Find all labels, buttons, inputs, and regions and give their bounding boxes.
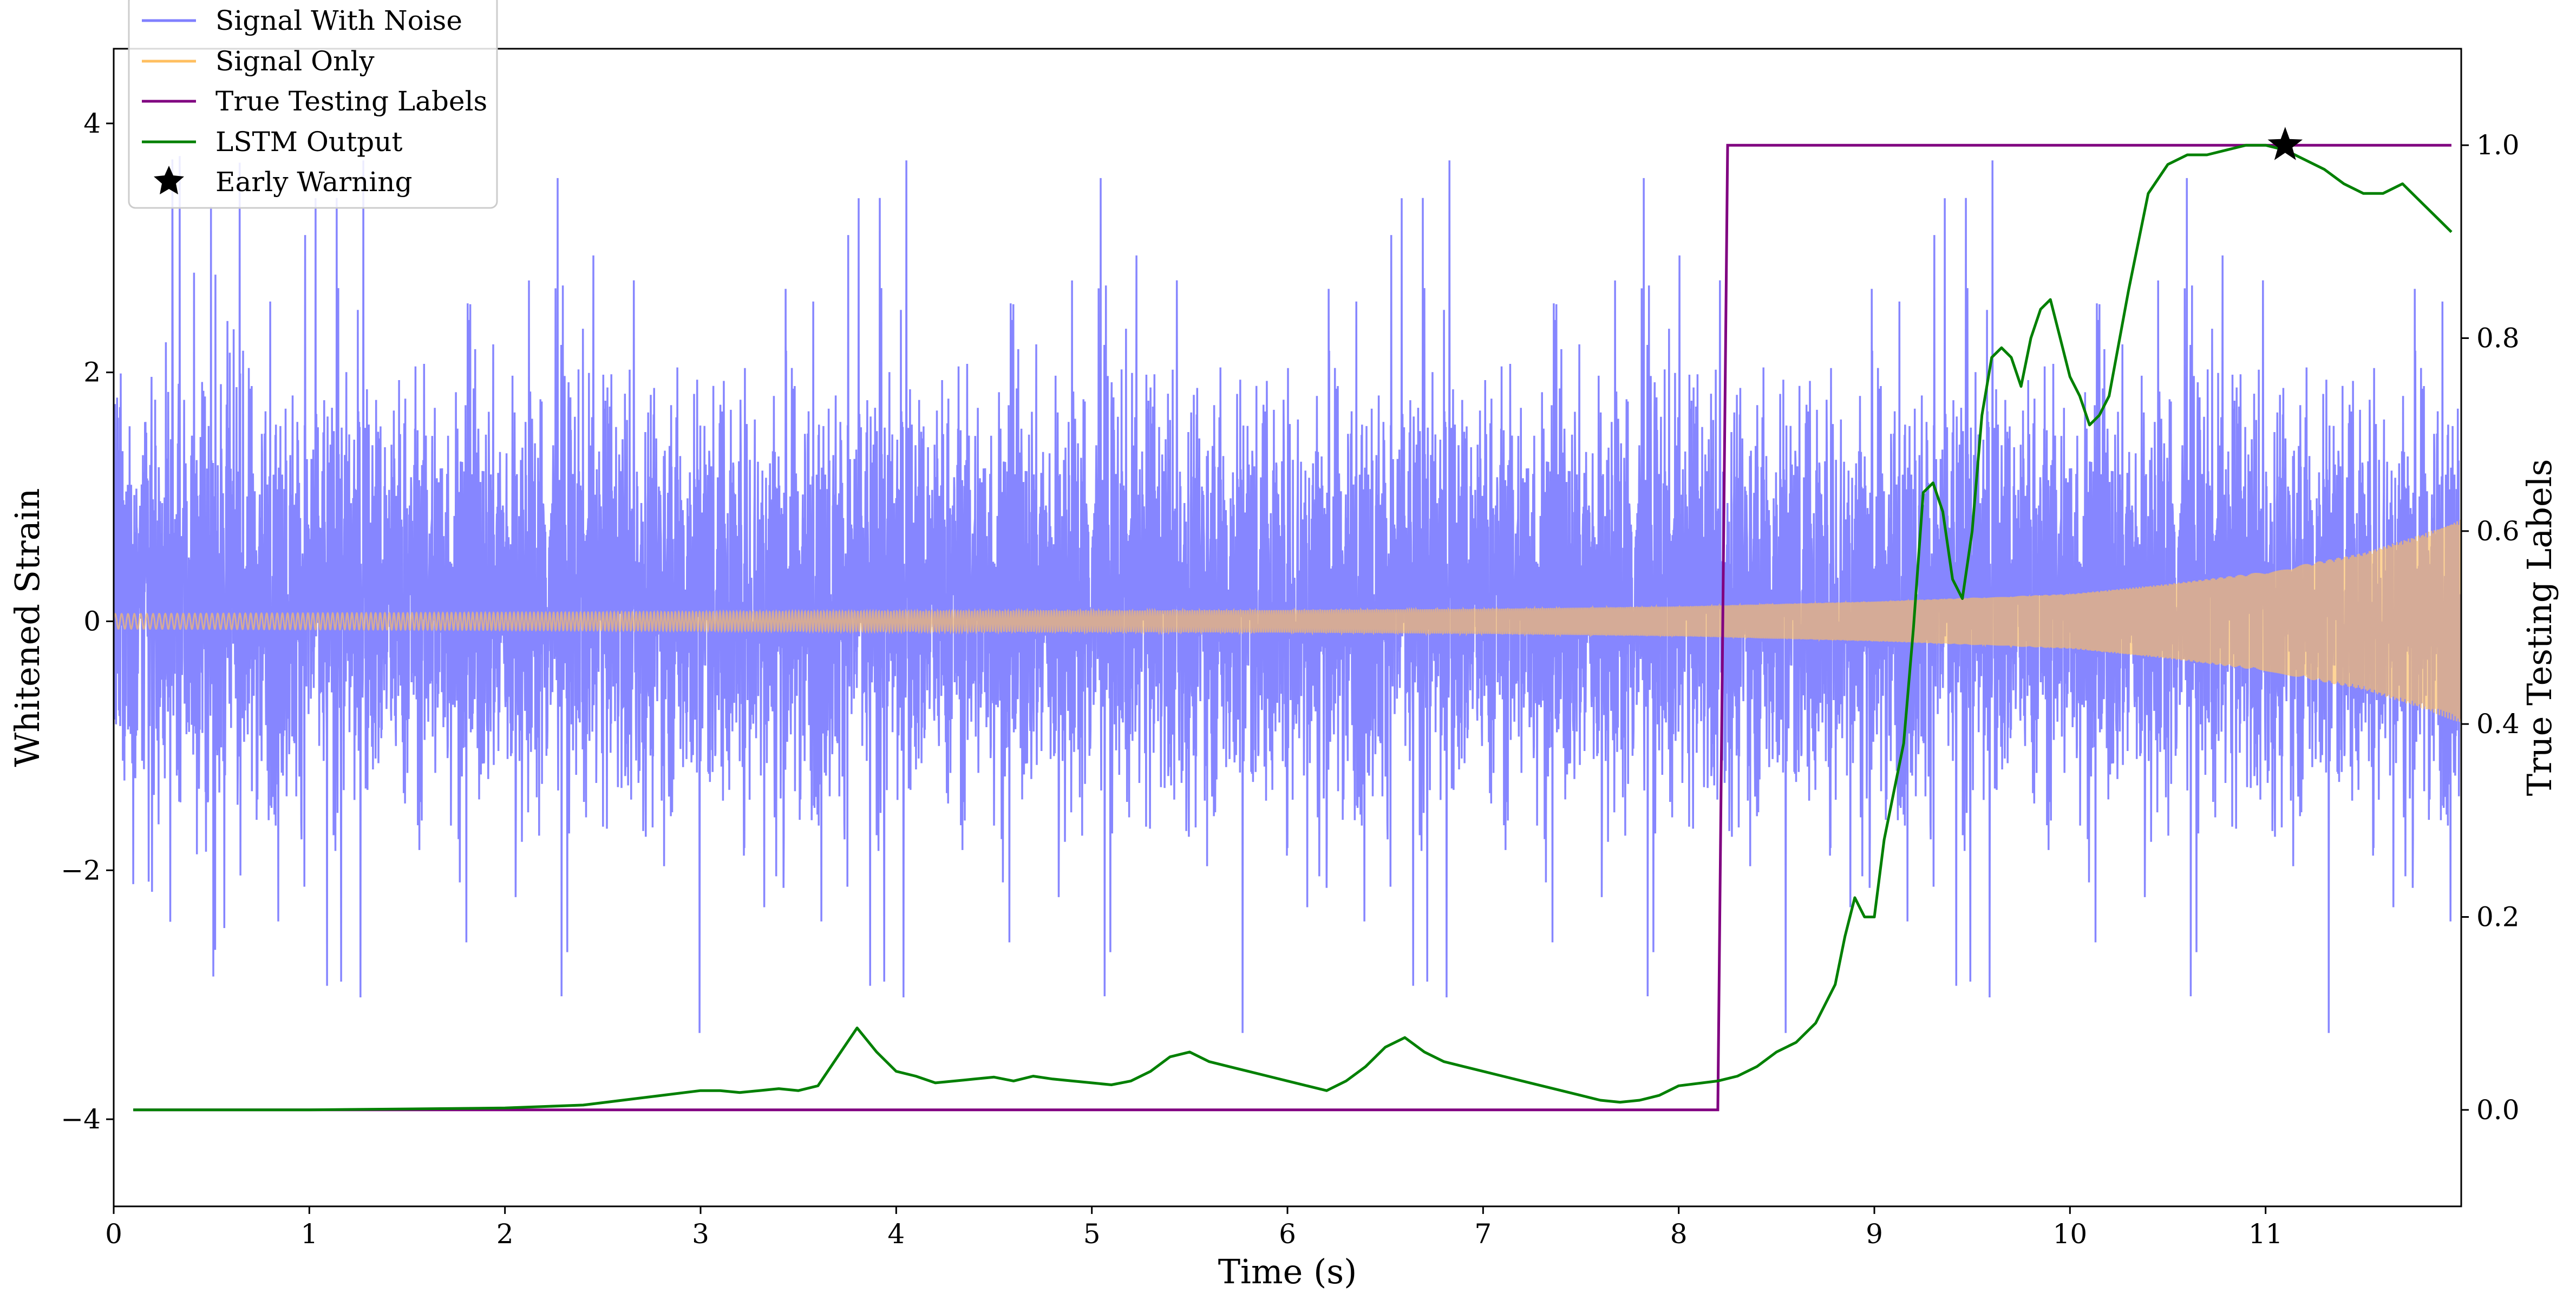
y2-tick-label: 0.4 — [2476, 708, 2520, 740]
x-tick-label: 7 — [1474, 1218, 1492, 1250]
series-signal-only — [114, 519, 2461, 722]
legend-label-signal-with-noise: Signal With Noise — [215, 5, 462, 36]
x-tick-label: 3 — [692, 1218, 709, 1250]
legend-label-true-testing-labels: True Testing Labels — [215, 86, 487, 117]
x-tick-label: 5 — [1083, 1218, 1101, 1250]
x-tick-label: 0 — [105, 1218, 122, 1250]
legend-label-early-warning: Early Warning — [215, 166, 413, 198]
y-axis-title: Whitened Strain — [8, 488, 47, 767]
x-tick-label: 6 — [1279, 1218, 1296, 1250]
y-tick-label: −2 — [61, 854, 101, 886]
y2-tick-label: 0.6 — [2476, 515, 2520, 547]
series-lstm-output — [133, 143, 2453, 1112]
legend-label-lstm-output: LSTM Output — [215, 126, 402, 158]
axes-layer: 0 1 2 3 4 5 6 7 8 9 10 11 4 2 0 −2 −4 0.0 0.2 0.4 0.6 0.8 1.0 — [61, 108, 2519, 1250]
x-axis-title: Time (s) — [1218, 1252, 1357, 1291]
data-layer — [114, 143, 2461, 1112]
x-tick-label: 10 — [2053, 1218, 2088, 1250]
y-tick-label: 0 — [83, 606, 101, 637]
legend-frame — [128, 0, 498, 209]
x-tick-label: 4 — [887, 1218, 905, 1250]
x-tick-label: 11 — [2248, 1218, 2283, 1250]
y2-tick-label: 1.0 — [2476, 129, 2520, 161]
y2-tick-label: 0.0 — [2476, 1094, 2520, 1126]
x-tick-label: 8 — [1670, 1218, 1688, 1250]
legend: Signal With Noise Signal Only True Testi… — [128, 0, 498, 209]
y2-axis-title: True Testing Labels — [2520, 459, 2559, 796]
x-tick-label: 1 — [300, 1218, 318, 1250]
series-true-testing-labels — [133, 143, 2451, 1112]
y-tick-label: 4 — [83, 108, 101, 139]
y2-tick-label: 0.2 — [2476, 902, 2520, 933]
legend-swatch-early-warning — [154, 166, 184, 194]
x-tick-label: 9 — [1866, 1218, 1883, 1250]
x-tick-label: 2 — [496, 1218, 514, 1250]
legend-label-signal-only: Signal Only — [215, 45, 375, 77]
early-warning-marker — [2267, 127, 2303, 160]
y2-tick-label: 0.8 — [2476, 323, 2520, 354]
y-tick-label: 2 — [83, 357, 101, 388]
y-tick-label: −4 — [61, 1103, 101, 1135]
